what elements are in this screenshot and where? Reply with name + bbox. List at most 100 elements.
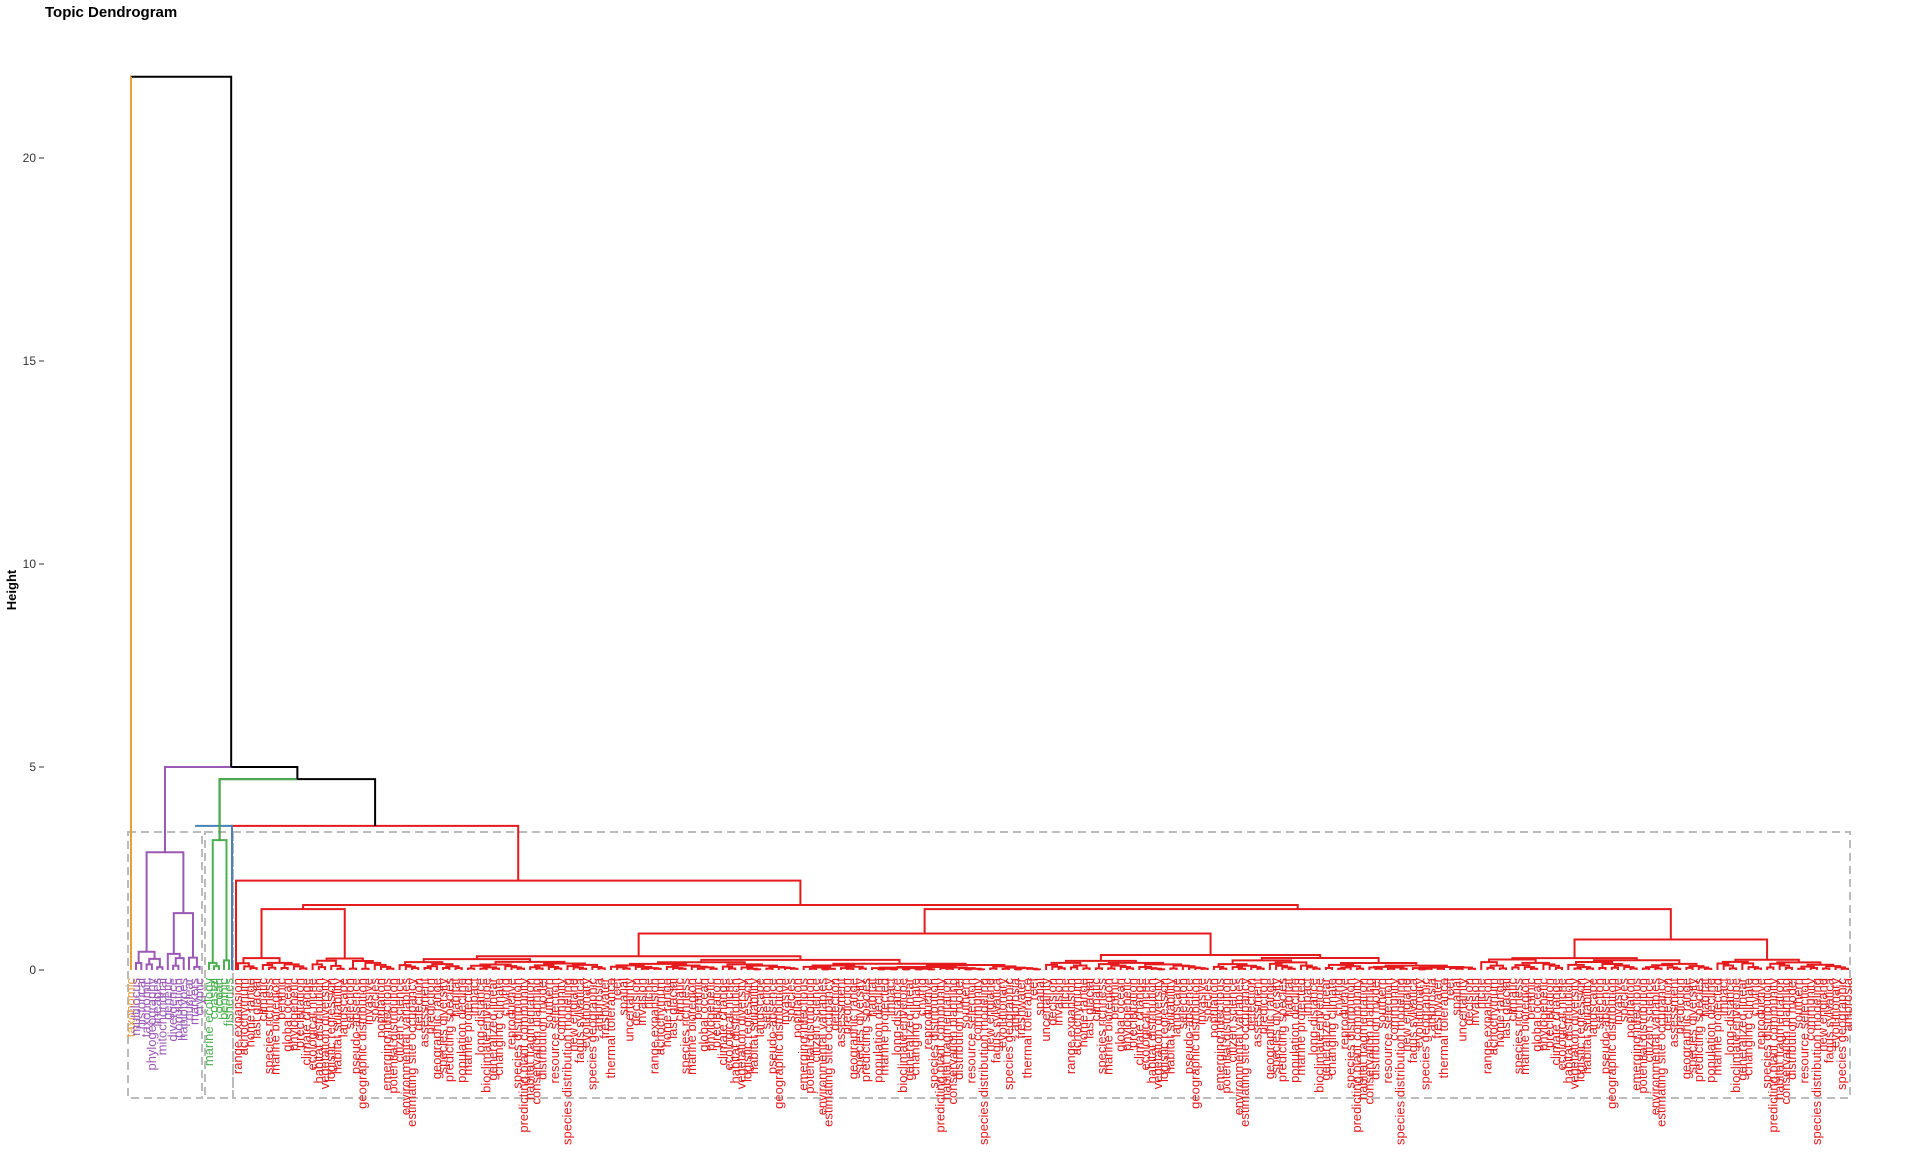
leaf-label: nuclear (181, 977, 196, 1020)
dendrogram-branch (858, 967, 867, 970)
dendrogram-branch (745, 964, 778, 968)
leaf-label: habitat suitability (1579, 978, 1594, 1075)
leaf-label: climatic (1088, 978, 1103, 1022)
dendrogram-branch (644, 967, 659, 970)
leaf-label: predicting species (858, 978, 873, 1083)
leaf-label: landscape (1585, 978, 1600, 1037)
leaf-label: reproductive (1336, 978, 1351, 1050)
dendrogram-branch (1654, 967, 1663, 970)
leaf-label: benthic (1106, 978, 1121, 1020)
dendrogram-branch (671, 964, 701, 967)
leaf-label: geographic distribution (354, 978, 369, 1109)
leaf-label: estimating site occupancy (404, 978, 419, 1127)
leaf-label: species distribution modeling (559, 978, 574, 1145)
leaf-label: habitat distribution (1144, 978, 1159, 1084)
leaf-label: community (970, 978, 985, 1041)
dendrogram-branch (249, 967, 258, 970)
leaf-label: climatic (1504, 978, 1519, 1022)
leaf-label: landscape (752, 978, 767, 1037)
leaf-label: vegetation diversity (734, 978, 749, 1090)
dendrogram-branch (1784, 966, 1794, 970)
leaf-label: benthic (1523, 978, 1538, 1020)
leaf-label: species diversity (435, 978, 450, 1074)
leaf-label: landscape (336, 978, 351, 1037)
leaf-label: fagus sylvatica (1405, 977, 1420, 1063)
green-branch (218, 778, 298, 841)
leaf-label: precipitation (1125, 978, 1140, 1048)
leaf-label: citizen science (1225, 978, 1240, 1063)
leaf-label: habitat (864, 978, 879, 1017)
leaf-label: last glacial (665, 978, 680, 1039)
leaf-label: markers (186, 978, 201, 1025)
leaf-label: mitochondrial (155, 978, 170, 1055)
y-tick-label: 0 (29, 963, 36, 977)
leaf-label: potential distribution (1218, 978, 1233, 1094)
dendrogram-branch (1797, 967, 1806, 970)
dendrogram-branch (1651, 964, 1674, 968)
leaf-label: spatial (1448, 978, 1463, 1016)
leaf-label: long-distance (889, 978, 904, 1055)
leaf-label: chytrid (1747, 978, 1762, 1016)
leaf-label: habitat suitability (746, 978, 761, 1075)
leaf-label: thermal tolerance (603, 978, 618, 1078)
leaf-label: thermal tolerance (1436, 978, 1451, 1078)
chart-title: Topic Dendrogram (45, 4, 177, 21)
dendrogram-branch (1529, 967, 1539, 970)
leaf-label: range expansion (230, 978, 245, 1074)
leaf-label: spatial (1032, 978, 1047, 1016)
dendrogram-branch (1287, 967, 1296, 970)
dendrogram-branch (361, 967, 370, 970)
leaf-label: emerging infectious (1212, 978, 1227, 1091)
dendrogram-branch (765, 967, 774, 970)
leaf-label: geographic distribution (1187, 978, 1202, 1109)
leaf-label: habitat fragmentation (939, 978, 954, 1100)
dendrogram-branch (467, 967, 476, 970)
dendrogram-branch (1384, 964, 1448, 967)
leaf-label: habitat distribution (727, 978, 742, 1084)
leaf-label: estimating site occupancy (1654, 978, 1669, 1127)
leaf-label: population (170, 978, 185, 1038)
dendrogram-branch (1374, 967, 1383, 970)
dendrogram-branch (364, 961, 382, 969)
leaf-label: emerging infectious (796, 978, 811, 1091)
dendrogram-branch (404, 965, 417, 970)
leaf-label: freshwater (1013, 977, 1028, 1038)
leaf-label: predicting species (1274, 978, 1289, 1083)
dendrogram-branch (1107, 967, 1116, 970)
leaf-label: climate change (298, 978, 313, 1065)
leaf-label: changing climate (908, 978, 923, 1076)
leaf-label: range expansion (646, 978, 661, 1074)
leaf-label: bioclimate envelope (895, 978, 910, 1093)
leaf-label: achochytrium (1069, 978, 1084, 1055)
dendrogram-branch (1467, 967, 1477, 970)
leaf-label: new england (982, 978, 997, 1052)
dendrogram-branch (1486, 966, 1495, 970)
leaf-label: home range (659, 978, 674, 1047)
dendrogram-branch (1144, 963, 1183, 967)
leaf-label: habitat distribution (1560, 978, 1575, 1084)
leaf-label: home range (242, 978, 257, 1047)
leaf-label: changing climate (491, 978, 506, 1076)
leaf-label: marine ecology (201, 978, 216, 1067)
leaf-label: resource selection (1796, 978, 1811, 1084)
leaf-label: geographic range (1262, 978, 1277, 1079)
dendrogram-branch (1094, 967, 1104, 970)
leaf-label: predicting plant community (1349, 978, 1364, 1133)
leaf-label: phylogenetic (1535, 978, 1550, 1051)
dendrogram-branch (945, 967, 954, 970)
dendrogram-branch (193, 965, 201, 970)
dendrogram-branch (1685, 966, 1694, 970)
leaf-label: population (1622, 978, 1637, 1038)
leaf-label: population (1206, 978, 1221, 1038)
dendrogram-branch (1542, 963, 1556, 970)
leaf-label: selection (1591, 978, 1606, 1029)
leaf-label: climatic (671, 978, 686, 1022)
leaf-label: ambrosia (1424, 977, 1439, 1031)
leaf-label: multilocus (128, 978, 143, 1036)
leaf-label: achochytrium (236, 978, 251, 1055)
leaf-label: invasive (1194, 978, 1209, 1025)
leaf-label: precipitation (292, 978, 307, 1048)
leaf-label: habitat fragmentation (1772, 978, 1787, 1100)
dendrogram-branch (1809, 966, 1818, 970)
dendrogram-branch (665, 965, 679, 970)
